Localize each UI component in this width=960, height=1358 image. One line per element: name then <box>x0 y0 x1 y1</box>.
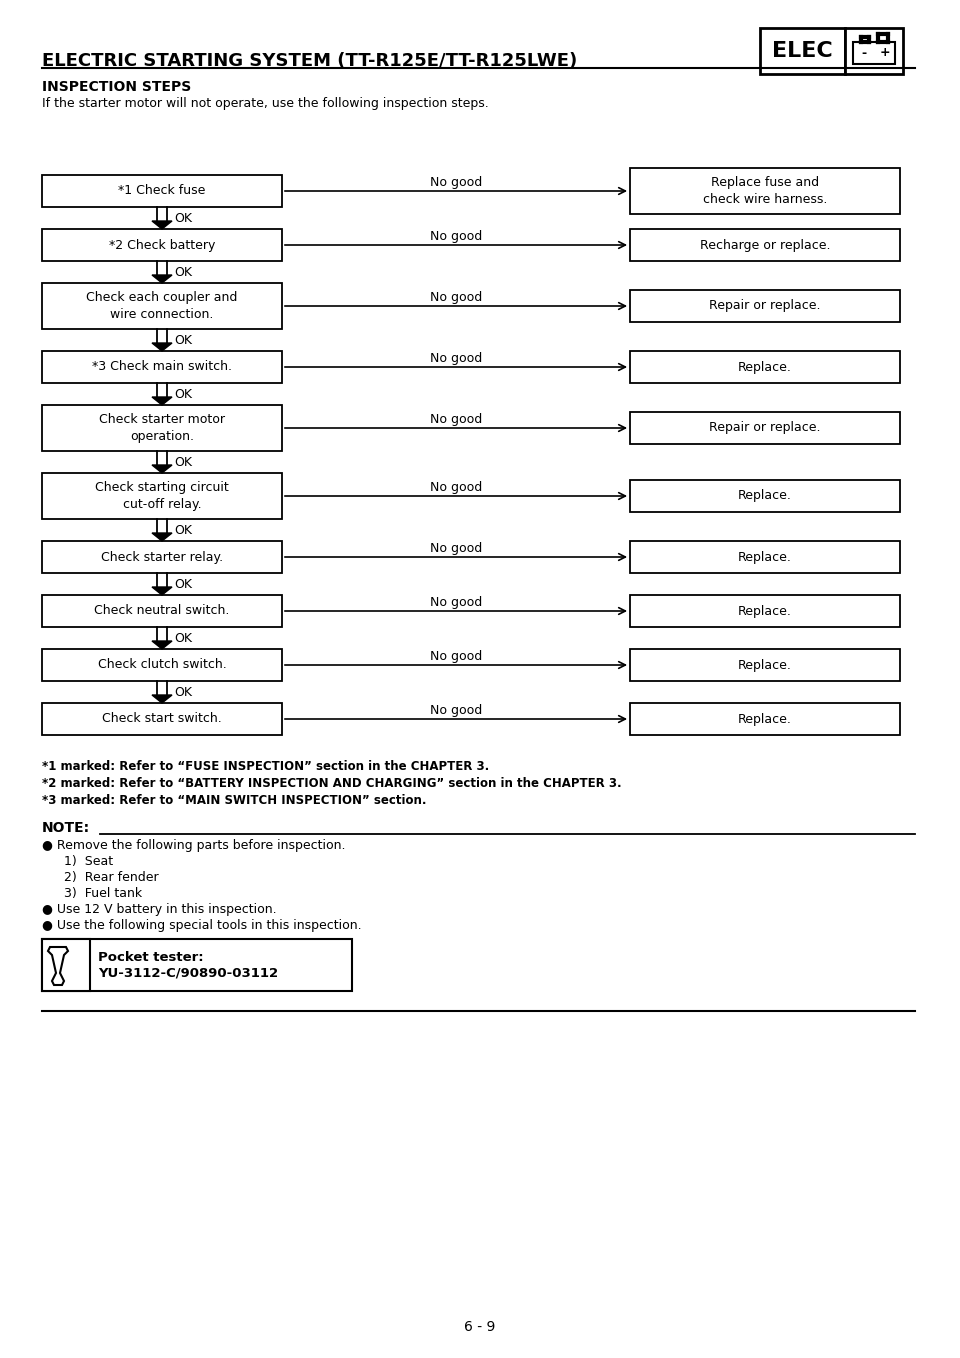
Text: No good: No good <box>430 481 482 494</box>
Text: No good: No good <box>430 352 482 365</box>
Text: NOTE:: NOTE: <box>42 822 90 835</box>
Bar <box>630 411 900 444</box>
Bar <box>42 405 282 451</box>
Bar <box>42 282 282 329</box>
Bar <box>42 473 282 519</box>
Text: If the starter motor will not operate, use the following inspection steps.: If the starter motor will not operate, u… <box>42 96 489 110</box>
Text: INSPECTION STEPS: INSPECTION STEPS <box>42 80 191 94</box>
Polygon shape <box>152 695 172 703</box>
Text: No good: No good <box>430 703 482 717</box>
Bar <box>845 29 903 73</box>
Text: OK: OK <box>174 577 192 591</box>
Polygon shape <box>152 221 172 230</box>
Text: Recharge or replace.: Recharge or replace. <box>700 239 830 251</box>
Text: No good: No good <box>430 413 482 426</box>
Text: ● Remove the following parts before inspection.: ● Remove the following parts before insp… <box>42 839 346 851</box>
Polygon shape <box>152 344 172 350</box>
Text: No good: No good <box>430 177 482 189</box>
Text: 3)  Fuel tank: 3) Fuel tank <box>64 887 142 900</box>
Text: 2)  Rear fender: 2) Rear fender <box>64 870 158 884</box>
Text: 6 - 9: 6 - 9 <box>465 1320 495 1334</box>
Text: OK: OK <box>174 212 192 224</box>
Text: Check clutch switch.: Check clutch switch. <box>98 659 227 671</box>
Polygon shape <box>152 532 172 540</box>
Text: Replace.: Replace. <box>738 604 792 618</box>
Bar <box>630 595 900 627</box>
Text: Replace.: Replace. <box>738 713 792 725</box>
Text: OK: OK <box>174 686 192 698</box>
Bar <box>853 42 895 64</box>
Bar <box>42 230 282 261</box>
Text: Repair or replace.: Repair or replace. <box>709 300 821 312</box>
Text: ● Use the following special tools in this inspection.: ● Use the following special tools in thi… <box>42 919 362 932</box>
Polygon shape <box>152 397 172 405</box>
Bar <box>630 350 900 383</box>
Text: -: - <box>861 46 866 60</box>
Text: Replace.: Replace. <box>738 360 792 373</box>
Text: Check starter motor
operation.: Check starter motor operation. <box>99 413 225 443</box>
Text: Replace.: Replace. <box>738 659 792 671</box>
Text: No good: No good <box>430 291 482 304</box>
Text: *2 marked: Refer to “BATTERY INSPECTION AND CHARGING” section in the CHAPTER 3.: *2 marked: Refer to “BATTERY INSPECTION … <box>42 777 622 790</box>
Polygon shape <box>152 641 172 649</box>
Text: YU-3112-C/90890-03112: YU-3112-C/90890-03112 <box>98 967 278 980</box>
Polygon shape <box>152 276 172 282</box>
Text: ELEC: ELEC <box>772 41 833 61</box>
Bar <box>630 168 900 215</box>
Text: Check each coupler and
wire connection.: Check each coupler and wire connection. <box>86 291 238 320</box>
Bar <box>42 938 90 991</box>
Text: OK: OK <box>174 334 192 346</box>
Bar <box>42 649 282 680</box>
Bar <box>630 703 900 735</box>
Text: No good: No good <box>430 596 482 608</box>
Text: Pocket tester:: Pocket tester: <box>98 951 204 964</box>
Text: *3 Check main switch.: *3 Check main switch. <box>92 360 232 373</box>
Text: +: + <box>879 46 890 60</box>
Text: Replace.: Replace. <box>738 550 792 564</box>
Text: *1 Check fuse: *1 Check fuse <box>118 185 205 197</box>
Bar <box>760 29 845 73</box>
Text: ELECTRIC STARTING SYSTEM (TT-R125E/TT-R125LWE): ELECTRIC STARTING SYSTEM (TT-R125E/TT-R1… <box>42 52 577 71</box>
Bar <box>42 938 352 991</box>
Text: Repair or replace.: Repair or replace. <box>709 421 821 435</box>
Text: 1)  Seat: 1) Seat <box>64 856 113 868</box>
Text: OK: OK <box>174 631 192 645</box>
Text: *1 marked: Refer to “FUSE INSPECTION” section in the CHAPTER 3.: *1 marked: Refer to “FUSE INSPECTION” se… <box>42 760 490 773</box>
Bar <box>42 540 282 573</box>
Text: Check start switch.: Check start switch. <box>102 713 222 725</box>
Text: *3 marked: Refer to “MAIN SWITCH INSPECTION” section.: *3 marked: Refer to “MAIN SWITCH INSPECT… <box>42 794 426 807</box>
Text: *2 Check battery: *2 Check battery <box>108 239 215 251</box>
Bar <box>42 595 282 627</box>
Polygon shape <box>48 947 68 985</box>
Text: OK: OK <box>174 523 192 536</box>
Bar <box>630 479 900 512</box>
Polygon shape <box>152 587 172 595</box>
Text: No good: No good <box>430 650 482 663</box>
Polygon shape <box>152 464 172 473</box>
Text: No good: No good <box>430 542 482 555</box>
Text: Check neutral switch.: Check neutral switch. <box>94 604 229 618</box>
Bar <box>630 291 900 322</box>
Text: No good: No good <box>430 230 482 243</box>
Text: Replace fuse and
check wire harness.: Replace fuse and check wire harness. <box>703 177 828 206</box>
Bar <box>42 350 282 383</box>
Text: OK: OK <box>174 455 192 469</box>
Text: Check starting circuit
cut-off relay.: Check starting circuit cut-off relay. <box>95 481 228 511</box>
Text: OK: OK <box>174 266 192 278</box>
Bar <box>42 703 282 735</box>
Bar <box>630 540 900 573</box>
Bar <box>630 230 900 261</box>
Bar <box>630 649 900 680</box>
Bar <box>42 175 282 206</box>
Text: Replace.: Replace. <box>738 489 792 502</box>
Text: ● Use 12 V battery in this inspection.: ● Use 12 V battery in this inspection. <box>42 903 276 917</box>
Text: OK: OK <box>174 387 192 401</box>
Text: Check starter relay.: Check starter relay. <box>101 550 223 564</box>
